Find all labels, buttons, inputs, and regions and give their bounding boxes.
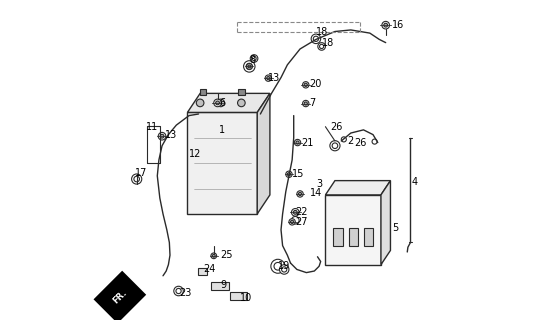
Text: 16: 16 bbox=[392, 20, 405, 30]
Circle shape bbox=[267, 76, 270, 80]
Bar bbox=[333, 228, 343, 246]
Circle shape bbox=[158, 132, 166, 140]
Polygon shape bbox=[187, 93, 270, 112]
Circle shape bbox=[332, 143, 338, 148]
Circle shape bbox=[237, 99, 245, 107]
Circle shape bbox=[248, 65, 251, 68]
Text: 12: 12 bbox=[189, 149, 201, 159]
Circle shape bbox=[319, 44, 324, 49]
Circle shape bbox=[244, 61, 255, 72]
Text: 26: 26 bbox=[330, 122, 343, 132]
Circle shape bbox=[287, 173, 291, 176]
Text: 9: 9 bbox=[221, 280, 227, 290]
Circle shape bbox=[214, 99, 222, 107]
Text: 13: 13 bbox=[268, 73, 281, 83]
Circle shape bbox=[280, 265, 289, 274]
Bar bbox=[325, 195, 381, 265]
Text: 19: 19 bbox=[278, 261, 290, 271]
Circle shape bbox=[297, 191, 303, 197]
Circle shape bbox=[197, 99, 204, 107]
Text: 24: 24 bbox=[203, 264, 216, 275]
Text: FR.: FR. bbox=[111, 288, 129, 306]
Text: 22: 22 bbox=[295, 207, 308, 217]
Text: 6: 6 bbox=[219, 98, 225, 108]
Bar bbox=[211, 282, 229, 290]
Circle shape bbox=[286, 171, 292, 178]
Circle shape bbox=[212, 254, 215, 257]
Circle shape bbox=[372, 139, 377, 144]
Text: 2: 2 bbox=[348, 136, 354, 146]
Text: 18: 18 bbox=[322, 38, 334, 48]
Text: 21: 21 bbox=[301, 138, 314, 148]
Polygon shape bbox=[381, 180, 390, 265]
Circle shape bbox=[304, 102, 307, 105]
Text: 4: 4 bbox=[411, 177, 417, 187]
Circle shape bbox=[292, 209, 299, 216]
Text: 3: 3 bbox=[316, 179, 322, 189]
Text: 27: 27 bbox=[295, 217, 308, 227]
Text: 20: 20 bbox=[310, 79, 322, 89]
Circle shape bbox=[217, 99, 225, 107]
Circle shape bbox=[246, 63, 252, 69]
Text: 11: 11 bbox=[146, 122, 159, 132]
Circle shape bbox=[318, 43, 325, 50]
Circle shape bbox=[289, 219, 295, 225]
Circle shape bbox=[211, 253, 217, 259]
Text: 17: 17 bbox=[135, 168, 148, 178]
Circle shape bbox=[291, 220, 294, 223]
Circle shape bbox=[131, 174, 142, 184]
Circle shape bbox=[174, 286, 184, 296]
Circle shape bbox=[250, 55, 258, 62]
Circle shape bbox=[296, 141, 299, 144]
Circle shape bbox=[302, 82, 309, 88]
Bar bbox=[200, 89, 206, 95]
Text: 5: 5 bbox=[392, 223, 399, 233]
Circle shape bbox=[176, 288, 181, 294]
Circle shape bbox=[299, 192, 301, 196]
Bar bbox=[364, 228, 374, 246]
Text: 14: 14 bbox=[310, 188, 322, 198]
Text: 18: 18 bbox=[316, 27, 328, 36]
Circle shape bbox=[252, 56, 256, 60]
Text: 8: 8 bbox=[249, 55, 255, 65]
Circle shape bbox=[282, 267, 287, 272]
Bar bbox=[198, 268, 207, 275]
Circle shape bbox=[330, 141, 340, 151]
Bar bbox=[187, 112, 257, 214]
Circle shape bbox=[265, 75, 272, 81]
Circle shape bbox=[304, 83, 307, 86]
Circle shape bbox=[294, 140, 301, 146]
Circle shape bbox=[160, 134, 164, 138]
Circle shape bbox=[134, 176, 140, 182]
Circle shape bbox=[216, 101, 219, 105]
Bar bbox=[230, 292, 247, 300]
Circle shape bbox=[382, 21, 389, 29]
Polygon shape bbox=[325, 180, 390, 195]
Circle shape bbox=[293, 211, 297, 214]
Text: 7: 7 bbox=[310, 98, 316, 108]
Circle shape bbox=[384, 23, 388, 27]
Text: 13: 13 bbox=[165, 130, 178, 140]
Circle shape bbox=[313, 36, 319, 41]
Text: 10: 10 bbox=[240, 293, 252, 303]
Circle shape bbox=[274, 262, 282, 270]
Text: 23: 23 bbox=[180, 288, 192, 298]
Text: 26: 26 bbox=[354, 138, 367, 148]
Bar bbox=[349, 228, 358, 246]
Polygon shape bbox=[257, 93, 270, 214]
Circle shape bbox=[247, 64, 252, 69]
Circle shape bbox=[302, 100, 309, 107]
Circle shape bbox=[292, 216, 299, 224]
Circle shape bbox=[271, 259, 285, 273]
Text: 25: 25 bbox=[221, 250, 233, 260]
Text: 1: 1 bbox=[219, 125, 225, 135]
Bar bbox=[238, 89, 244, 95]
Circle shape bbox=[342, 137, 346, 142]
Circle shape bbox=[311, 34, 321, 44]
Text: 15: 15 bbox=[292, 169, 305, 179]
